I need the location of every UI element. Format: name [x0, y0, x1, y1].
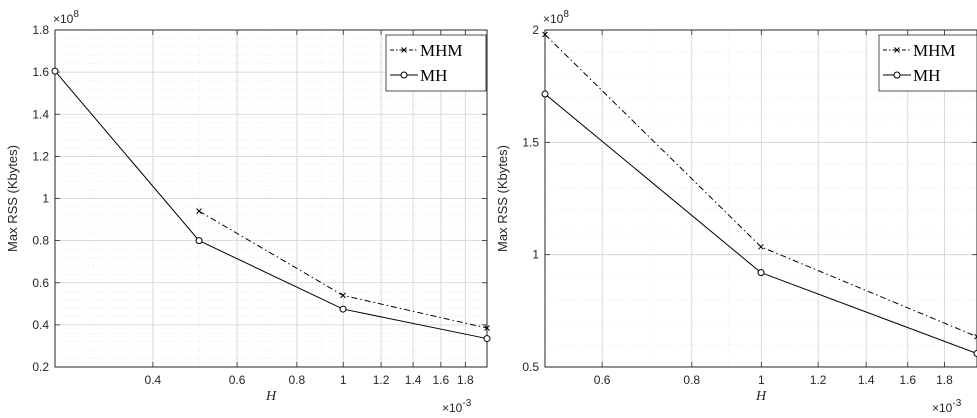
chart-2: 0.6 0.8 1 1.2 1.4 1.6 1.80.511.52×108×10-3HMax… [495, 9, 977, 415]
x-tick-label: 1.2 [810, 373, 827, 387]
series-mhm [196, 208, 490, 331]
data-point [196, 208, 202, 214]
y-multiplier-exp: 8 [563, 9, 569, 20]
data-point [974, 333, 977, 340]
data-point [483, 335, 491, 343]
legend: MHM MH [385, 34, 487, 92]
data-point [973, 350, 977, 358]
x-tick-label: 1.6 [433, 373, 450, 387]
legend-box [385, 34, 487, 92]
x-tick-label: 1.8 [457, 373, 474, 387]
series-line-mh [54, 70, 488, 340]
x-tick-label: 0.6 [594, 373, 611, 387]
y-tick-label: 1.2 [32, 149, 49, 163]
y-tick-label: 0.2 [32, 360, 49, 374]
data-point [757, 269, 765, 277]
y-tick-label: 1 [42, 192, 49, 206]
x-tick-label: 1.4 [405, 373, 422, 387]
y-multiplier-base: ×10 [53, 12, 74, 26]
series-mh [51, 67, 491, 343]
x-axis-label: H [755, 389, 767, 404]
y-tick-label: 1.4 [32, 107, 49, 121]
marker-stroke [340, 292, 346, 299]
y-multiplier-exp: 8 [73, 9, 79, 20]
data-point [484, 325, 490, 331]
marker-stroke [484, 325, 490, 331]
y-tick-label: 1.8 [32, 23, 49, 37]
marker-stroke [542, 31, 548, 38]
y-tick-label: 0.5 [522, 360, 539, 374]
x-multiplier-base: ×10 [442, 401, 463, 415]
legend-label-mhm: MHM [913, 41, 956, 60]
data-point [195, 237, 203, 245]
legend-box [878, 34, 977, 92]
data-point [339, 305, 347, 313]
legend-label-mhm: MHM [420, 41, 463, 60]
y-multiplier: ×108 [543, 9, 569, 26]
legend-marker [401, 47, 407, 53]
y-tick-label: 1.5 [522, 135, 539, 149]
y-multiplier-base: ×10 [543, 12, 564, 26]
x-tick-label: 1.4 [858, 373, 875, 387]
marker-stroke [974, 333, 977, 338]
series-mh [541, 90, 977, 358]
x-multiplier-exp: -3 [952, 398, 961, 409]
y-tick-label: 2 [532, 23, 539, 37]
legend: MHM MH [878, 34, 977, 92]
x-tick-label: 0.4 [145, 373, 162, 387]
x-multiplier-exp: -3 [462, 398, 471, 409]
y-tick-label: 0.8 [32, 234, 49, 248]
x-tick-label: 1.2 [373, 373, 390, 387]
x-tick-label: 0.8 [683, 373, 700, 387]
marker-stroke [196, 208, 202, 214]
legend-marker [400, 71, 408, 79]
data-point [542, 31, 548, 38]
legend-marker [894, 47, 900, 53]
series-mhm [542, 31, 977, 340]
y-axis-label: Max RSS (Kbytes) [495, 145, 510, 252]
marker-stroke [758, 243, 764, 250]
x-axis-label: H [265, 389, 277, 404]
x-tick-label: 0.8 [289, 373, 306, 387]
x-tick-label: 1 [340, 373, 347, 387]
legend-marker [893, 71, 901, 79]
marker-stroke [401, 47, 407, 53]
marker-stroke [894, 47, 900, 53]
legend-label-mh: MH [913, 66, 940, 85]
y-tick-label: 1 [532, 248, 539, 262]
y-tick-label: 1.6 [32, 65, 49, 79]
x-multiplier-base: ×10 [932, 401, 953, 415]
data-point [758, 243, 764, 250]
x-multiplier: ×10-3 [442, 398, 472, 415]
data-point [51, 67, 59, 75]
chart-1: 0.4 0.6 0.8 1 1.2 1.4 1.6 1.8 0.2 0.4 0.6 0.8 1 1.2 1.… [5, 9, 491, 415]
x-multiplier: ×10-3 [932, 398, 962, 415]
y-axis-label: Max RSS (Kbytes) [5, 145, 20, 252]
x-tick-label: 1 [758, 373, 765, 387]
y-tick-label: 0.6 [32, 276, 49, 290]
x-tick-label: 1.8 [936, 373, 953, 387]
grid [55, 29, 487, 368]
x-tick-label: 1.6 [899, 373, 916, 387]
data-point [541, 90, 549, 98]
y-tick-label: 0.4 [32, 318, 49, 332]
y-multiplier: ×108 [53, 9, 79, 26]
legend-label-mh: MH [420, 66, 447, 85]
data-point [340, 292, 346, 299]
marker-stroke [974, 335, 977, 340]
x-tick-label: 0.6 [229, 373, 246, 387]
